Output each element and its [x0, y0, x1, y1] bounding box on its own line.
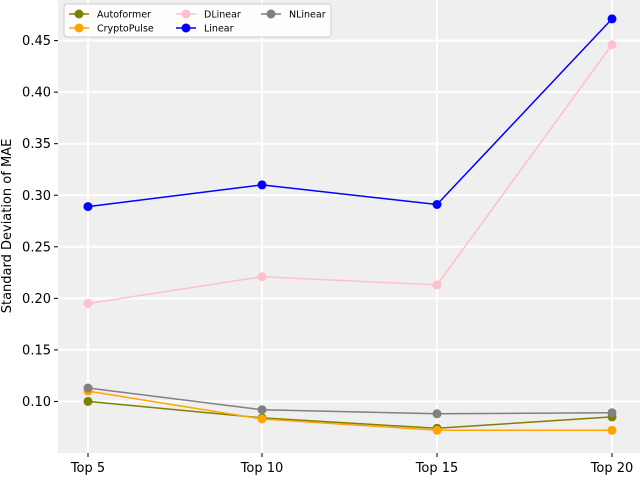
series-lines [83, 14, 617, 435]
data-point-cryptopulse [432, 425, 442, 435]
data-point-nlinear [607, 408, 617, 418]
legend-swatch-marker [74, 9, 84, 19]
y-tick-label: 0.20 [22, 292, 51, 307]
y-tick-label: 0.25 [22, 240, 51, 255]
series-line-dlinear [87, 44, 613, 305]
y-tick-label: 0.30 [22, 189, 51, 204]
legend-item-linear: Linear [176, 23, 234, 35]
data-point-nlinear [257, 405, 267, 415]
series-line-cryptopulse [87, 390, 612, 432]
data-point-linear [607, 14, 617, 24]
y-tick-label: 0.45 [22, 34, 51, 49]
legend-label: DLinear [204, 10, 241, 21]
y-tick-label: 0.40 [22, 86, 51, 101]
data-point-cryptopulse [257, 414, 267, 424]
legend: Autoformer CryptoPulse DLinear Linear NLinea… [63, 3, 332, 38]
data-point-linear [257, 180, 267, 190]
legend-label: NLinear [289, 10, 326, 21]
data-point-nlinear [83, 383, 93, 393]
series-line-autoformer [87, 400, 613, 430]
series-dlinear [83, 40, 617, 308]
legend-item-autoformer: Autoformer [69, 9, 151, 21]
legend-label: Linear [204, 24, 234, 35]
legend-item-dlinear: DLinear [176, 9, 241, 21]
data-point-nlinear [432, 409, 442, 419]
y-tick-label: 0.15 [22, 343, 51, 358]
data-point-linear [83, 202, 93, 212]
legend-swatch-marker [74, 23, 84, 33]
x-tick-label: Top 20 [590, 461, 634, 476]
legend-swatch-marker [181, 9, 191, 19]
data-point-dlinear [607, 40, 617, 50]
series-line-linear [87, 18, 613, 208]
legend-item-nlinear: NLinear [261, 9, 326, 21]
data-point-dlinear [83, 299, 93, 308]
legend-item-cryptopulse: CryptoPulse [69, 23, 154, 35]
data-point-dlinear [257, 272, 267, 282]
x-tick-label: Top 15 [415, 461, 459, 476]
series-line-nlinear [87, 387, 613, 415]
series-nlinear [83, 383, 617, 419]
y-axis-label: Standard Deviation of MAE [0, 139, 15, 314]
x-tick-label: Top 10 [240, 461, 284, 476]
legend-swatch-marker [181, 23, 191, 33]
y-tick-label: 0.35 [22, 137, 51, 152]
x-axis-ticks: Top 5 Top 10 Top 15 Top 20 [70, 453, 633, 476]
y-axis-ticks: 0.10 0.15 0.20 0.25 0.30 0.35 0.40 0.45 [22, 34, 58, 410]
legend-label: Autoformer [97, 10, 151, 21]
x-tick-label: Top 5 [70, 461, 105, 476]
data-point-cryptopulse [607, 425, 617, 435]
data-point-dlinear [432, 280, 442, 290]
legend-swatch-marker [266, 9, 276, 19]
y-tick-label: 0.10 [22, 395, 51, 410]
legend-box [63, 3, 332, 38]
legend-label: CryptoPulse [97, 24, 154, 35]
data-point-autoformer [83, 396, 93, 406]
data-point-linear [432, 200, 442, 209]
plot-background [58, 0, 640, 453]
series-linear [83, 14, 617, 212]
